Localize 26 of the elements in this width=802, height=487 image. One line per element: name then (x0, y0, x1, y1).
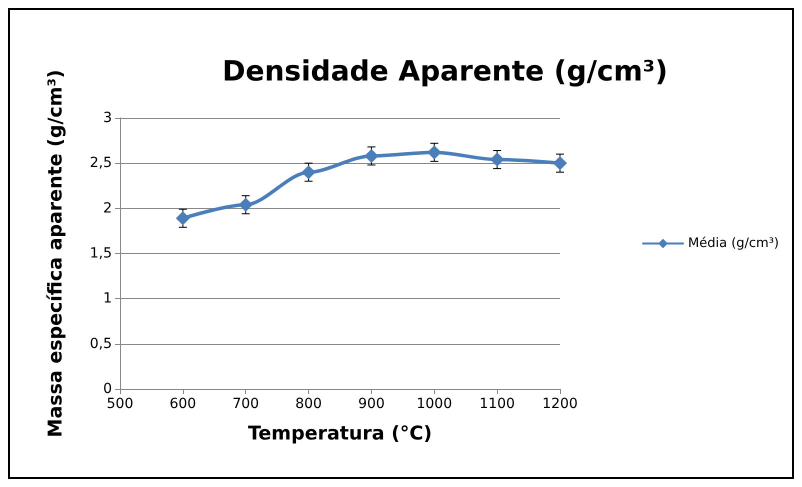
x-tick-label: 600 (169, 396, 196, 412)
point (238, 198, 253, 212)
y-tick-label: 2,5 (90, 155, 112, 172)
y-tick-label: 1,5 (90, 246, 112, 262)
point (364, 148, 378, 163)
x-tick-label: 900 (358, 396, 385, 412)
chart-title: Densidade Aparente (g/cm³) (222, 54, 668, 88)
x-tick-label: 800 (295, 396, 322, 412)
x-tick-label: 700 (232, 396, 260, 412)
point (490, 152, 504, 167)
x-tick-label: 1200 (542, 396, 578, 412)
y-tick-label: 0,5 (90, 336, 112, 352)
y-tick-label: 3 (103, 110, 112, 126)
point (553, 156, 567, 170)
y-axis-title: Massa específica aparente (g/cm³) (44, 70, 66, 438)
y-tick-label: 1 (103, 290, 112, 307)
y-tick-label: 0 (103, 381, 112, 397)
x-axis-title: Temperatura (°C) (248, 422, 432, 444)
x-tick-label: 500 (106, 396, 134, 412)
point (302, 165, 316, 180)
point (427, 145, 442, 160)
x-tick-label: 1000 (416, 396, 452, 412)
point (176, 211, 190, 226)
legend-label: Média (g/cm³) (688, 236, 780, 251)
y-tick-label: 2 (103, 200, 112, 216)
x-tick-label: 1100 (479, 396, 515, 412)
